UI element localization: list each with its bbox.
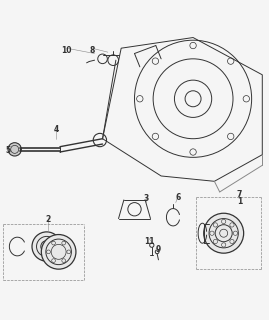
Text: 10: 10 bbox=[61, 46, 72, 55]
Text: 7: 7 bbox=[237, 190, 242, 199]
Text: 6: 6 bbox=[176, 193, 181, 202]
Circle shape bbox=[32, 232, 61, 261]
Text: 4: 4 bbox=[53, 125, 59, 134]
Text: 9: 9 bbox=[156, 245, 161, 254]
Text: 5: 5 bbox=[5, 146, 10, 155]
Text: 3: 3 bbox=[144, 194, 149, 203]
Text: 2: 2 bbox=[45, 215, 51, 224]
Text: 8: 8 bbox=[89, 46, 95, 55]
Circle shape bbox=[204, 213, 244, 253]
Text: 11: 11 bbox=[144, 237, 154, 246]
Circle shape bbox=[41, 235, 76, 269]
Circle shape bbox=[8, 143, 21, 156]
Text: 1: 1 bbox=[237, 197, 242, 206]
